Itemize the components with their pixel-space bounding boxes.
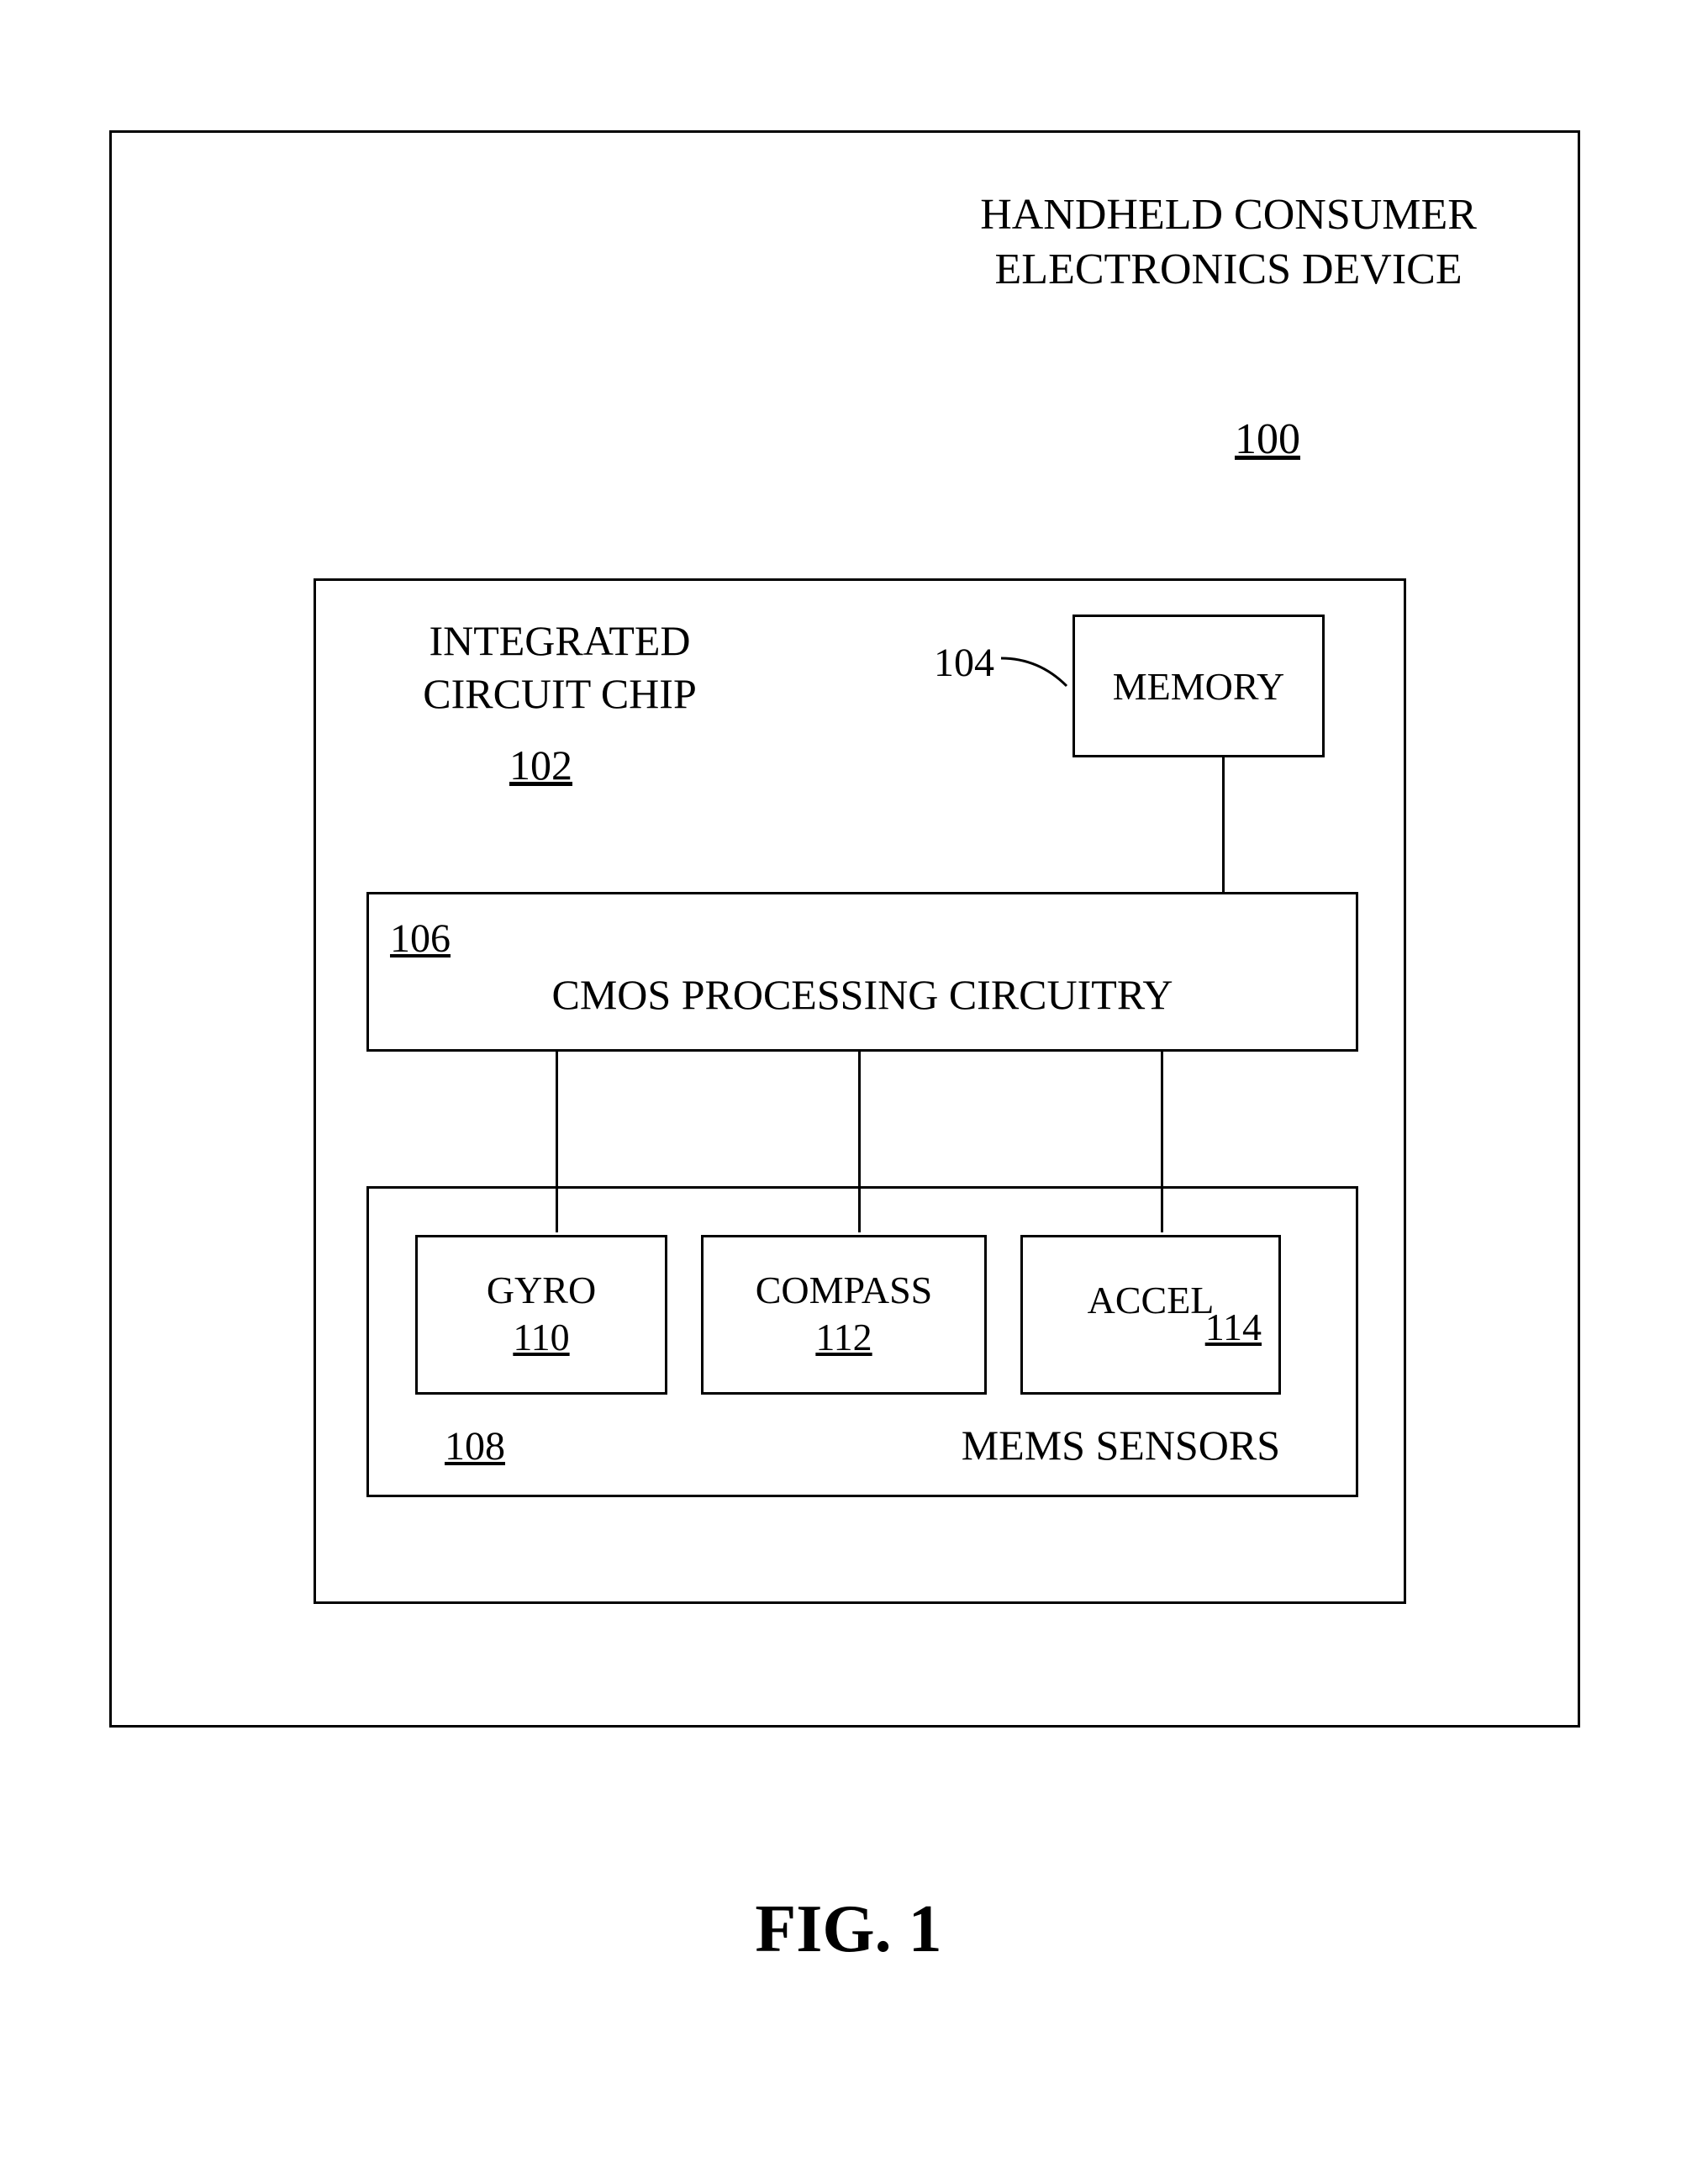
device-ref: 100 [1235, 414, 1300, 464]
gyro-ref: 110 [513, 1315, 569, 1359]
accel-ref: 114 [1205, 1305, 1262, 1349]
gyro-label: GYRO [487, 1271, 596, 1310]
accel-block: ACCEL 114 [1020, 1235, 1281, 1395]
page: HANDHELD CONSUMER ELECTRONICS DEVICE 100… [0, 0, 1697, 2184]
device-title-line1: HANDHELD CONSUMER [980, 187, 1477, 242]
device-title: HANDHELD CONSUMER ELECTRONICS DEVICE [980, 187, 1477, 297]
memory-ref: 104 [934, 640, 994, 686]
cmos-block: 106 CMOS PROCESSING CIRCUITRY [366, 892, 1358, 1052]
ic-chip-title: INTEGRATED CIRCUIT CHIP [383, 615, 736, 720]
device-frame: HANDHELD CONSUMER ELECTRONICS DEVICE 100… [109, 130, 1580, 1728]
cmos-ref: 106 [390, 915, 451, 962]
connector-memory-cmos [1222, 757, 1225, 892]
memory-block: MEMORY [1072, 615, 1325, 757]
memory-ref-leader [1001, 648, 1077, 690]
mems-block: GYRO 110 COMPASS 112 ACCEL 114 108 MEMS … [366, 1186, 1358, 1497]
ic-chip-title-line1: INTEGRATED [383, 615, 736, 667]
compass-label: COMPASS [756, 1271, 933, 1310]
mems-label: MEMS SENSORS [962, 1421, 1280, 1469]
mems-ref: 108 [445, 1423, 505, 1469]
ic-chip-title-line2: CIRCUIT CHIP [383, 667, 736, 720]
ic-chip-frame: INTEGRATED CIRCUIT CHIP 102 MEMORY 104 1… [314, 578, 1406, 1604]
cmos-label: CMOS PROCESSING CIRCUITRY [369, 970, 1356, 1019]
compass-ref: 112 [815, 1315, 872, 1359]
accel-label: ACCEL [1088, 1281, 1215, 1320]
gyro-block: GYRO 110 [415, 1235, 667, 1395]
device-title-line2: ELECTRONICS DEVICE [980, 242, 1477, 297]
memory-label: MEMORY [1113, 664, 1284, 709]
compass-block: COMPASS 112 [701, 1235, 987, 1395]
figure-caption: FIG. 1 [0, 1891, 1697, 1968]
ic-chip-ref: 102 [509, 741, 572, 789]
